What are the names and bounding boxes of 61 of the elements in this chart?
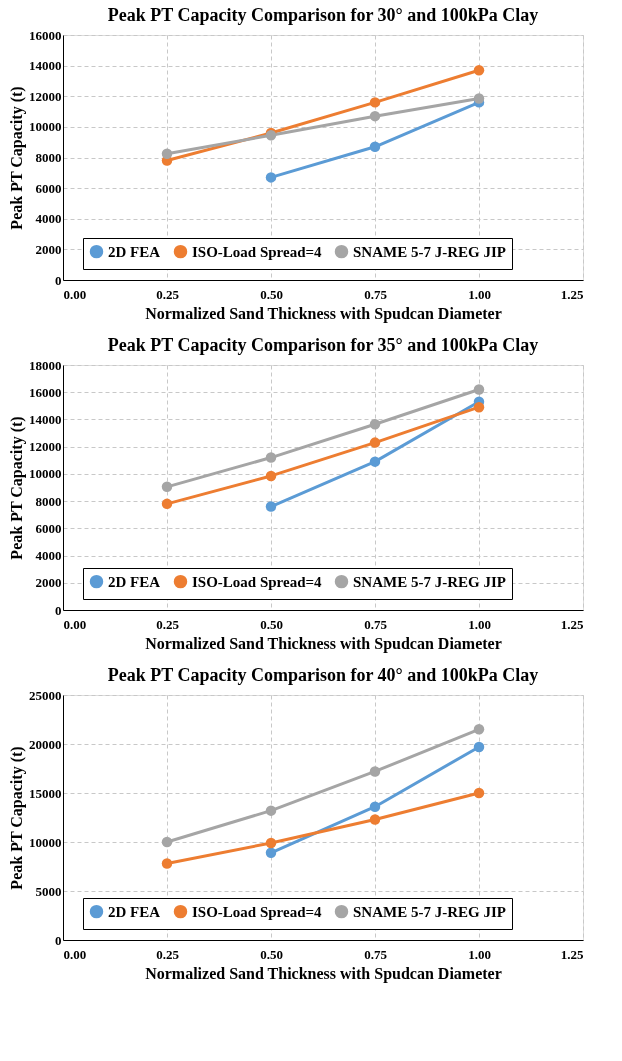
x-tick-label: 0.00 xyxy=(63,616,87,632)
y-tick-label: 2000 xyxy=(35,575,62,591)
y-tick-label: 8000 xyxy=(35,493,62,509)
legend-label: ISO-Load Spread=4 xyxy=(192,243,323,260)
x-tick-label: 0.25 xyxy=(156,616,180,632)
legend-label: SNAME 5-7 J-REG JIP xyxy=(353,903,506,920)
legend-label: SNAME 5-7 J-REG JIP xyxy=(353,573,506,590)
x-tick-label: 0.75 xyxy=(364,286,388,302)
y-tick-label: 6000 xyxy=(35,520,62,536)
y-tick-label: 10000 xyxy=(29,466,62,482)
y-tick-label: 18000 xyxy=(29,357,62,373)
chart-title: Peak PT Capacity Comparison for 40° and 100kPa Clay xyxy=(107,665,539,685)
y-tick-label: 0 xyxy=(55,272,62,288)
x-tick-label: 1.00 xyxy=(468,616,491,632)
x-tick-label: 1.00 xyxy=(468,286,491,302)
y-tick-label: 12000 xyxy=(29,439,62,455)
chart-title: Peak PT Capacity Comparison for 30° and 100kPa Clay xyxy=(107,5,539,25)
y-axis-title: Peak PT Capacity (t) xyxy=(8,746,26,890)
x-tick-label: 1.25 xyxy=(560,946,584,962)
y-axis-title: Peak PT Capacity (t) xyxy=(8,86,26,230)
x-tick-label: 1.25 xyxy=(560,616,584,632)
y-tick-label: 25000 xyxy=(29,687,62,703)
x-tick-label: 1.00 xyxy=(468,946,491,962)
legend-label: 2D FEA xyxy=(108,573,161,590)
y-tick-label: 8000 xyxy=(35,150,62,165)
y-tick-label: 0 xyxy=(55,932,62,948)
x-axis-title: Normalized Sand Thickness with Spudcan Diameter xyxy=(145,634,502,653)
y-tick-label: 2000 xyxy=(35,241,62,257)
legend-label: 2D FEA xyxy=(108,903,161,920)
x-tick-label: 0.50 xyxy=(260,286,283,302)
y-tick-label: 4000 xyxy=(35,548,62,564)
x-tick-label: 0.50 xyxy=(260,616,283,632)
y-tick-label: 12000 xyxy=(29,88,62,104)
y-tick-label: 10000 xyxy=(29,119,62,135)
y-tick-label: 6000 xyxy=(35,180,62,196)
x-tick-label: 0.00 xyxy=(63,946,87,962)
y-tick-label: 4000 xyxy=(35,211,62,227)
y-tick-label: 16000 xyxy=(29,384,62,400)
y-tick-label: 16000 xyxy=(29,27,62,43)
x-tick-label: 0.50 xyxy=(260,946,283,962)
legend-label: ISO-Load Spread=4 xyxy=(192,573,323,590)
y-tick-label: 0 xyxy=(55,602,62,618)
x-tick-label: 0.75 xyxy=(364,616,388,632)
legend-label: ISO-Load Spread=4 xyxy=(192,903,323,920)
x-tick-label: 1.25 xyxy=(560,286,584,302)
legend-label: SNAME 5-7 J-REG JIP xyxy=(353,243,506,260)
x-tick-label: 0.75 xyxy=(364,946,388,962)
chart-title: Peak PT Capacity Comparison for 35° and 100kPa Clay xyxy=(107,335,539,355)
y-tick-label: 15000 xyxy=(29,785,62,801)
x-tick-label: 0.25 xyxy=(156,946,180,962)
x-tick-label: 0.00 xyxy=(63,286,87,302)
y-tick-label: 10000 xyxy=(29,834,62,850)
y-tick-label: 5000 xyxy=(35,883,62,899)
y-tick-label: 20000 xyxy=(29,736,62,752)
legend-label: 2D FEA xyxy=(108,243,161,260)
y-tick-label: 14000 xyxy=(29,411,62,427)
x-axis-title: Normalized Sand Thickness with Spudcan Diameter xyxy=(145,964,502,983)
y-tick-label: 14000 xyxy=(29,58,62,74)
x-tick-label: 0.25 xyxy=(156,286,180,302)
y-axis-title: Peak PT Capacity (t) xyxy=(8,416,26,560)
x-axis-title: Normalized Sand Thickness with Spudcan Diameter xyxy=(145,304,502,323)
